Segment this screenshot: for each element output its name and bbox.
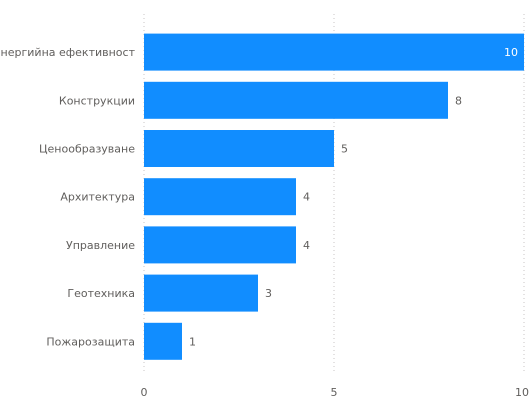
category-label: Ценообразуване: [39, 143, 135, 156]
bar[interactable]: [144, 130, 334, 167]
category-label: Енергийна ефективност: [0, 46, 136, 59]
x-tick-label: 10: [515, 386, 529, 398]
value-label: 1: [189, 335, 196, 348]
value-label: 3: [265, 287, 272, 300]
category-label: Конструкции: [59, 94, 135, 107]
x-tick-label: 5: [331, 386, 338, 398]
value-label: 5: [341, 143, 348, 156]
x-tick-label: 0: [141, 386, 148, 398]
value-label: 8: [455, 94, 462, 107]
bars: [144, 33, 524, 360]
bar[interactable]: [144, 274, 258, 312]
bar[interactable]: [144, 178, 296, 216]
value-label: 10: [504, 46, 518, 59]
category-label: Архитектура: [60, 191, 135, 204]
category-label: Пожарозащита: [46, 335, 135, 348]
category-label: Управление: [66, 239, 135, 252]
bar[interactable]: [144, 33, 524, 71]
value-label: 4: [303, 191, 310, 204]
value-label: 4: [303, 239, 310, 252]
category-labels: Енергийна ефективност Конструкции Ценообра…: [0, 46, 136, 348]
bar[interactable]: [144, 322, 182, 360]
bar[interactable]: [144, 81, 448, 119]
bar[interactable]: [144, 226, 296, 264]
value-labels: 10 8 5 4 4 3 1: [189, 46, 518, 348]
category-label: Геотехника: [67, 287, 135, 300]
x-axis-ticks: 0 5 10: [141, 386, 530, 399]
